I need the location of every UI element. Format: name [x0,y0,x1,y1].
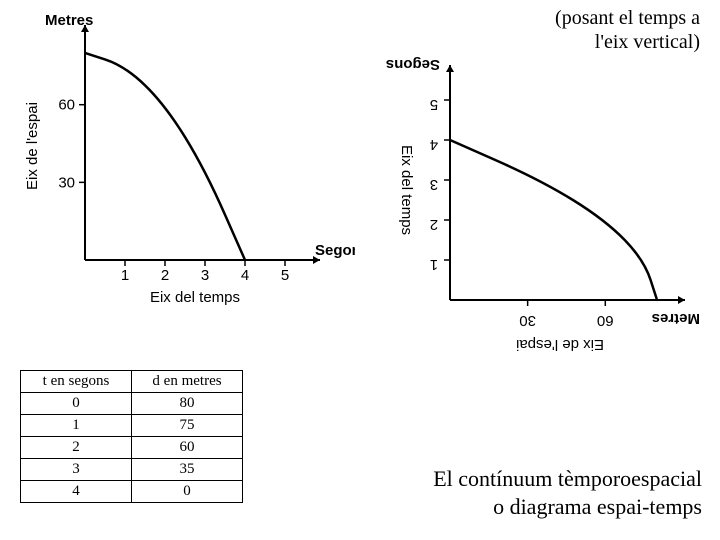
table-header-t: t en segons [21,371,132,393]
svg-text:30: 30 [58,174,75,191]
svg-text:Metres: Metres [652,310,700,327]
svg-text:2: 2 [161,267,169,284]
table-cell: 35 [132,459,243,481]
table-cell: 0 [132,481,243,503]
table-row: 40 [21,481,243,503]
table-cell: 3 [21,459,132,481]
svg-text:2: 2 [430,216,438,233]
svg-text:4: 4 [241,267,249,284]
data-table: t en segons d en metres 08017526033540 [20,370,243,503]
chart-left: 1 2 3 4 5 30 60 Metres Segons Eix del temps Eix de… [5,10,355,330]
annotation-bottom-line1: El contínuum tèmporoespacial [433,466,702,491]
svg-text:60: 60 [58,97,75,114]
svg-text:4: 4 [430,136,438,153]
table-cell: 4 [21,481,132,503]
chart-right-svg: 1 2 3 4 5 30 60 Segons Metres Eix de l'espai Eix d… [360,50,710,380]
table-row: 080 [21,393,243,415]
table-cell: 75 [132,415,243,437]
chart-left-svg: 1 2 3 4 5 30 60 Metres Segons Eix del temps Eix de… [5,10,355,330]
table-cell: 0 [21,393,132,415]
svg-text:Eix de l'espai: Eix de l'espai [516,336,604,353]
svg-text:Segons: Segons [315,242,355,259]
table-row: 260 [21,437,243,459]
svg-text:Metres: Metres [45,12,93,29]
chart-right: 1 2 3 4 5 30 60 Segons Metres Eix de l'espai Eix d… [360,50,710,380]
svg-text:1: 1 [121,267,129,284]
table-header-row: t en segons d en metres [21,371,243,393]
table-row: 335 [21,459,243,481]
svg-text:3: 3 [430,176,438,193]
annotation-bottom-line2: o diagrama espai-temps [493,494,702,519]
table-row: 175 [21,415,243,437]
annotation-top: (posant el temps a l'eix vertical) [520,6,700,54]
svg-text:5: 5 [281,267,289,284]
annotation-bottom: El contínuum tèmporoespacial o diagrama … [382,465,702,520]
svg-text:Eix del temps: Eix del temps [150,289,240,306]
table-cell: 1 [21,415,132,437]
svg-text:60: 60 [597,312,614,329]
table-cell: 60 [132,437,243,459]
svg-text:5: 5 [430,96,438,113]
table-cell: 80 [132,393,243,415]
svg-text:30: 30 [519,312,536,329]
svg-text:1: 1 [430,256,438,273]
svg-text:Eix de l'espai: Eix de l'espai [24,102,41,190]
svg-text:3: 3 [201,267,209,284]
table-cell: 2 [21,437,132,459]
svg-text:Eix del temps: Eix del temps [398,145,415,235]
table-header-d: d en metres [132,371,243,393]
svg-text:Segons: Segons [386,56,440,73]
